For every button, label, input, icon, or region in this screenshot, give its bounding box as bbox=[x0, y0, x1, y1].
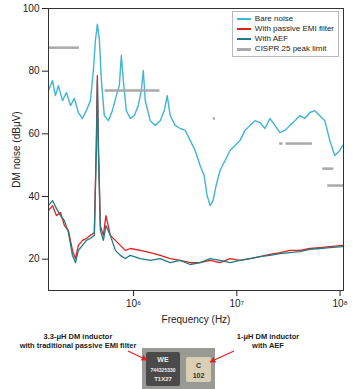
svg-text:10⁸: 10⁸ bbox=[332, 298, 347, 309]
svg-text:3.3-μH DM inductor: 3.3-μH DM inductor bbox=[44, 332, 113, 341]
svg-text:744325330: 744325330 bbox=[150, 367, 175, 373]
html-text:With AEF: With AEF bbox=[254, 34, 289, 43]
svg-text:T1X27: T1X27 bbox=[154, 376, 172, 382]
svg-text:20: 20 bbox=[28, 253, 40, 264]
html-text:With passive EMI filter: With passive EMI filter bbox=[254, 24, 334, 33]
svg-text:1-μH DM inductor: 1-μH DM inductor bbox=[237, 332, 300, 341]
svg-text:WE: WE bbox=[157, 356, 169, 363]
svg-text:C: C bbox=[196, 362, 201, 369]
svg-text:with traditional passive EMI f: with traditional passive EMI filter bbox=[19, 341, 137, 350]
svg-text:80: 80 bbox=[28, 65, 40, 76]
svg-text:10⁷: 10⁷ bbox=[229, 298, 244, 309]
svg-text:Frequency (Hz): Frequency (Hz) bbox=[162, 314, 231, 325]
svg-text:DM noise (dBμV): DM noise (dBμV) bbox=[11, 111, 22, 187]
svg-text:100: 100 bbox=[23, 3, 40, 14]
svg-text:10⁶: 10⁶ bbox=[126, 298, 141, 309]
html-text:CISPR 25 peak limit: CISPR 25 peak limit bbox=[254, 44, 327, 53]
svg-text:with AEF: with AEF bbox=[251, 341, 284, 350]
svg-text:40: 40 bbox=[28, 191, 40, 202]
html-text:Bare noise: Bare noise bbox=[254, 14, 294, 23]
svg-text:60: 60 bbox=[28, 128, 40, 139]
svg-text:102: 102 bbox=[193, 372, 205, 379]
